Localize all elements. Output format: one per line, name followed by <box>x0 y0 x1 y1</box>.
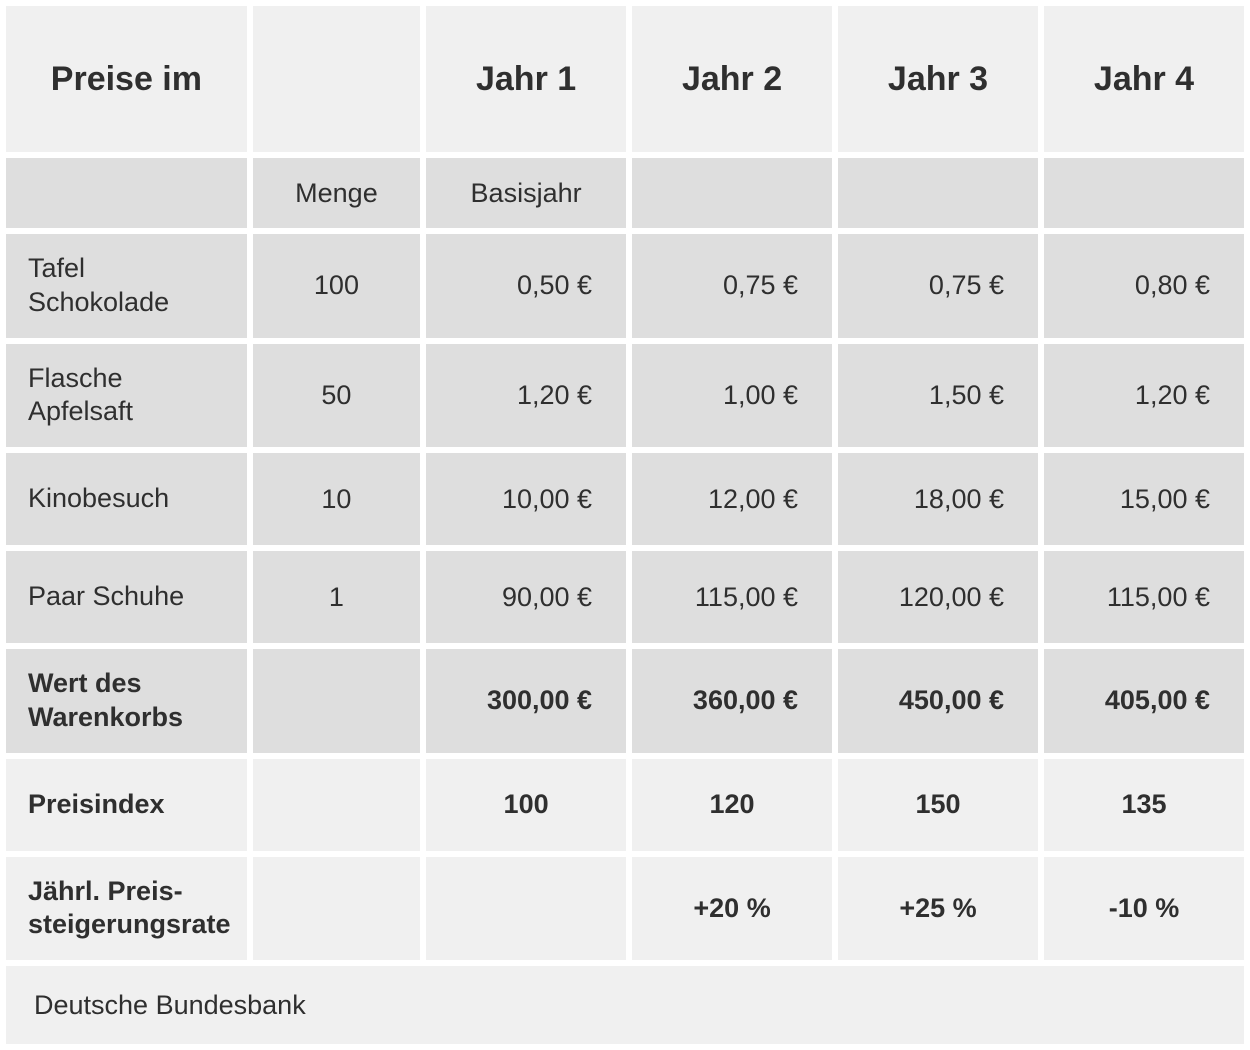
item-val: 115,00 € <box>1044 551 1244 643</box>
item-row: Flasche Apfelsaft 50 1,20 € 1,00 € 1,50 … <box>6 344 1244 448</box>
subheader-empty-2 <box>838 158 1038 228</box>
index-val: 120 <box>632 759 832 851</box>
item-qty: 10 <box>253 453 420 545</box>
header-row: Preise im Jahr 1 Jahr 2 Jahr 3 Jahr 4 <box>6 6 1244 152</box>
item-val: 0,75 € <box>838 234 1038 338</box>
basket-row: Wert des Warenkorbs 300,00 € 360,00 € 45… <box>6 649 1244 753</box>
header-year-1: Jahr 1 <box>426 6 626 152</box>
item-val: 12,00 € <box>632 453 832 545</box>
rate-row: Jährl. Preis-steigerungsrate +20 % +25 %… <box>6 857 1244 961</box>
index-label: Preisindex <box>6 759 247 851</box>
rate-val: +20 % <box>632 857 832 961</box>
index-val: 150 <box>838 759 1038 851</box>
item-val: 1,20 € <box>426 344 626 448</box>
basket-empty <box>253 649 420 753</box>
item-label: Flasche Apfelsaft <box>6 344 247 448</box>
item-val: 120,00 € <box>838 551 1038 643</box>
index-row: Preisindex 100 120 150 135 <box>6 759 1244 851</box>
subheader-menge: Menge <box>253 158 420 228</box>
header-title: Preise im <box>6 6 247 152</box>
basket-val: 360,00 € <box>632 649 832 753</box>
basket-val: 450,00 € <box>838 649 1038 753</box>
item-row: Paar Schuhe 1 90,00 € 115,00 € 120,00 € … <box>6 551 1244 643</box>
item-row: Tafel Schokolade 100 0,50 € 0,75 € 0,75 … <box>6 234 1244 338</box>
item-val: 0,80 € <box>1044 234 1244 338</box>
item-val: 18,00 € <box>838 453 1038 545</box>
item-label: Paar Schuhe <box>6 551 247 643</box>
basket-label: Wert des Warenkorbs <box>6 649 247 753</box>
index-val: 135 <box>1044 759 1244 851</box>
header-year-3: Jahr 3 <box>838 6 1038 152</box>
item-qty: 100 <box>253 234 420 338</box>
item-val: 1,50 € <box>838 344 1038 448</box>
item-val: 1,20 € <box>1044 344 1244 448</box>
item-val: 10,00 € <box>426 453 626 545</box>
footer-row: Deutsche Bundesbank <box>6 966 1244 1044</box>
subheader-empty-0 <box>6 158 247 228</box>
basket-val: 300,00 € <box>426 649 626 753</box>
basket-val: 405,00 € <box>1044 649 1244 753</box>
subheader-basisjahr: Basisjahr <box>426 158 626 228</box>
rate-label: Jährl. Preis-steigerungsrate <box>6 857 247 961</box>
rate-val <box>426 857 626 961</box>
item-val: 1,00 € <box>632 344 832 448</box>
item-val: 15,00 € <box>1044 453 1244 545</box>
rate-empty <box>253 857 420 961</box>
item-qty: 50 <box>253 344 420 448</box>
item-label: Kinobesuch <box>6 453 247 545</box>
index-empty <box>253 759 420 851</box>
subheader-empty-1 <box>632 158 832 228</box>
rate-val: -10 % <box>1044 857 1244 961</box>
rate-val: +25 % <box>838 857 1038 961</box>
item-val: 90,00 € <box>426 551 626 643</box>
item-label: Tafel Schokolade <box>6 234 247 338</box>
footer-text: Deutsche Bundesbank <box>6 966 1244 1044</box>
item-val: 0,50 € <box>426 234 626 338</box>
item-row: Kinobesuch 10 10,00 € 12,00 € 18,00 € 15… <box>6 453 1244 545</box>
header-year-2: Jahr 2 <box>632 6 832 152</box>
item-val: 0,75 € <box>632 234 832 338</box>
item-qty: 1 <box>253 551 420 643</box>
price-table: Preise im Jahr 1 Jahr 2 Jahr 3 Jahr 4 Me… <box>0 0 1250 1050</box>
index-val: 100 <box>426 759 626 851</box>
header-empty <box>253 6 420 152</box>
item-val: 115,00 € <box>632 551 832 643</box>
subheader-row: Menge Basisjahr <box>6 158 1244 228</box>
subheader-empty-3 <box>1044 158 1244 228</box>
header-year-4: Jahr 4 <box>1044 6 1244 152</box>
